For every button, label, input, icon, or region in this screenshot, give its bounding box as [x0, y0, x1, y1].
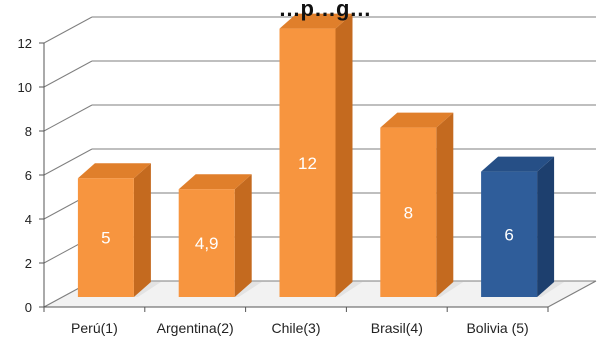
bar-side [436, 112, 454, 297]
bar [178, 189, 235, 297]
y-tick-label: 10 [18, 80, 32, 95]
labels: 0 2 4 6 8 10 12 5 Perú(1) 4,9 Argentina(2) 12 Chile(… [18, 36, 529, 336]
y-tick-label: 8 [25, 124, 32, 139]
gridline-diagonal [43, 148, 93, 176]
y-tick-label: 6 [25, 168, 32, 183]
bar [481, 171, 538, 297]
axes [39, 42, 549, 312]
y-tick-label: 0 [25, 300, 32, 315]
y-tick-label: 4 [25, 212, 32, 227]
bar-top [178, 174, 252, 190]
bar [279, 28, 336, 297]
gridline-diagonal [43, 60, 93, 88]
bar-top [279, 13, 353, 29]
data-label: 12 [298, 154, 317, 173]
data-label: 6 [504, 225, 513, 244]
data-label: 5 [101, 229, 110, 248]
bar [380, 127, 437, 297]
chart-title: …p…g… [279, 0, 372, 21]
x-tick-label: Chile(3) [271, 320, 320, 336]
bar-side [335, 13, 353, 297]
y-tick-label: 12 [18, 36, 32, 51]
x-tick-label: Argentina(2) [157, 320, 234, 336]
x-tick-label: Bolivia (5) [466, 320, 528, 336]
bar-top [481, 156, 555, 172]
bar-side [537, 156, 555, 297]
gridline-diagonal [43, 16, 93, 44]
bar-top [77, 163, 151, 179]
data-label: 4,9 [195, 234, 219, 253]
data-label: 8 [404, 203, 413, 222]
bar-side [234, 174, 252, 297]
x-tick-label: Brasil(4) [371, 320, 423, 336]
x-tick-label: Perú(1) [71, 320, 118, 336]
bars [77, 13, 565, 297]
gridline-diagonal [547, 280, 597, 308]
gridline-diagonal [43, 104, 93, 132]
bar-top [380, 112, 454, 128]
bar [77, 178, 134, 297]
y-tick-label: 2 [25, 256, 32, 271]
bar-side [133, 163, 151, 297]
